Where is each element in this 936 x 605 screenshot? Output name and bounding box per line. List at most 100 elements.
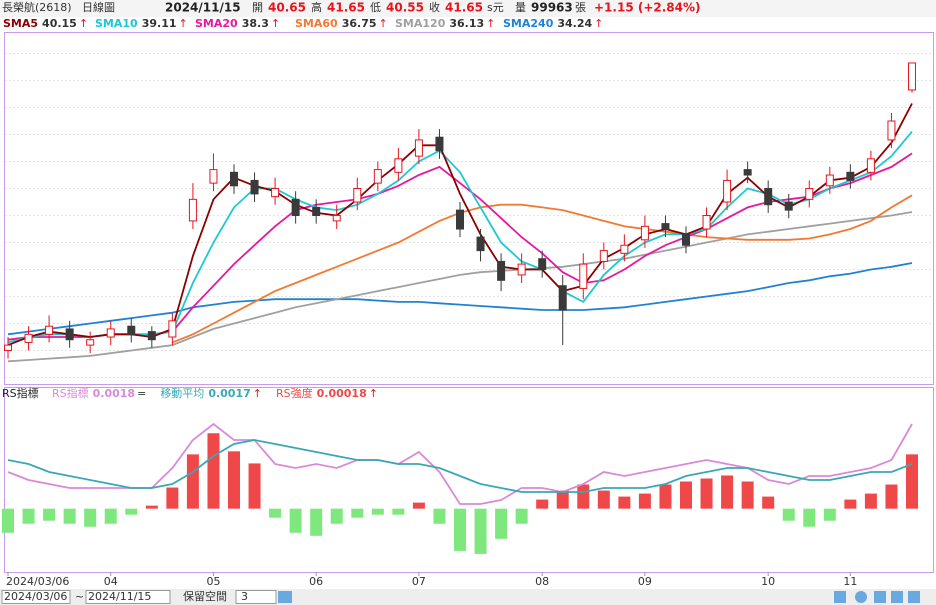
legend-value: 0.00018 xyxy=(317,387,367,400)
reserve-label: 保留空間 xyxy=(183,589,227,603)
candle-body xyxy=(825,174,834,187)
candle-body xyxy=(497,260,506,281)
candle-body xyxy=(168,320,177,338)
rs-bar xyxy=(864,493,877,509)
tool-button[interactable] xyxy=(891,591,903,603)
rs-bar xyxy=(823,508,836,521)
from-select[interactable] xyxy=(1,590,71,604)
legend-trend: = xyxy=(137,387,146,400)
rs-bar xyxy=(906,454,918,509)
candle-body xyxy=(188,198,197,222)
rs-bar xyxy=(145,505,158,509)
rs-bar xyxy=(228,451,240,509)
legend-trend: ↑ xyxy=(253,387,262,400)
x-tick-label: 10 xyxy=(761,575,775,588)
x-tick-label: 04 xyxy=(104,575,118,588)
legend-value: 36.75 xyxy=(342,17,377,30)
legend-name: SMA10 xyxy=(95,17,138,30)
volume-unit: 張 xyxy=(575,1,586,14)
candle-body xyxy=(558,285,567,311)
main-frame xyxy=(4,32,934,385)
legend-name: SMA60 xyxy=(295,17,338,30)
legend-trend: ↑ xyxy=(271,17,280,30)
open-value: 40.65 xyxy=(268,1,306,15)
rs-bar xyxy=(618,496,631,509)
x-tick-label: 07 xyxy=(412,575,426,588)
rs-bar xyxy=(166,487,179,509)
candle-body xyxy=(887,120,896,141)
unit: s元 xyxy=(487,1,504,14)
date: 2024/11/15 xyxy=(165,1,241,15)
candle-body xyxy=(209,169,218,184)
rs-bar xyxy=(412,502,425,509)
candle-body xyxy=(65,328,74,341)
tool-button[interactable] xyxy=(874,591,886,603)
apply-button[interactable] xyxy=(278,591,292,603)
legend-trend: ↑ xyxy=(379,17,388,30)
candle-body xyxy=(476,236,485,252)
x-tick-label: 06 xyxy=(309,575,323,588)
rs-bar xyxy=(84,508,97,527)
candle-body xyxy=(414,139,423,157)
low-value: 40.55 xyxy=(386,1,424,15)
legend-value: 39.11 xyxy=(142,17,177,30)
to-select[interactable] xyxy=(85,590,171,604)
candle-body xyxy=(435,136,444,152)
volume-label: 量 xyxy=(515,1,526,14)
rs-bar xyxy=(844,499,857,509)
high-label: 高 xyxy=(311,0,322,14)
rs-line xyxy=(7,439,913,493)
rs-bar xyxy=(597,490,610,509)
rs-bar xyxy=(700,478,713,509)
rs-bar xyxy=(885,484,898,509)
rs-title: RS指標 xyxy=(2,386,39,400)
legend-value: 36.13 xyxy=(449,17,484,30)
candle-body xyxy=(86,339,95,346)
candle-body xyxy=(579,263,588,289)
candle-body xyxy=(640,225,649,241)
open-label: 開 xyxy=(252,1,263,14)
legend-name: 移動平均 xyxy=(160,386,204,400)
candle-body xyxy=(45,325,54,335)
rs-bar xyxy=(638,493,651,509)
candle-body xyxy=(456,209,464,230)
to-date: 2024/11/15 xyxy=(88,590,151,603)
legend-name: SMA120 xyxy=(395,17,446,30)
legend-name: SMA20 xyxy=(195,17,238,30)
reserve-input[interactable] xyxy=(235,590,277,604)
candle-body xyxy=(661,223,670,230)
candle-body xyxy=(353,188,362,203)
sma-line xyxy=(7,262,913,336)
rs-bar xyxy=(454,508,466,551)
reserve-value: 3 xyxy=(241,590,248,603)
x-tick-label: 08 xyxy=(535,575,549,588)
volume-value: 99963 xyxy=(531,1,573,15)
tool-button[interactable] xyxy=(908,591,920,603)
candle-body xyxy=(682,233,690,246)
header-bar xyxy=(0,0,936,17)
tool-button[interactable] xyxy=(855,591,867,603)
legend-value: 34.24 xyxy=(557,17,592,30)
x-tick-label: 05 xyxy=(206,575,220,588)
change: +1.15 (+2.84%) xyxy=(594,1,701,15)
legend-trend: ↑ xyxy=(79,17,88,30)
tool-button[interactable] xyxy=(834,591,846,603)
close-value: 41.65 xyxy=(445,1,483,15)
high-value: 41.65 xyxy=(327,1,365,15)
candle-body xyxy=(702,215,711,230)
x-tick-label: 11 xyxy=(843,575,857,588)
rs-bar xyxy=(495,508,508,539)
candle-body xyxy=(805,188,814,200)
legend-trend: ↑ xyxy=(486,17,495,30)
candle-body xyxy=(846,171,855,181)
legend-name: RS指標 xyxy=(52,386,89,400)
rs-bar xyxy=(782,508,795,521)
rs-bar xyxy=(433,508,446,524)
rs-bar xyxy=(186,454,199,509)
candle-body xyxy=(908,62,916,91)
candle-body xyxy=(230,171,238,187)
rs-bar xyxy=(721,475,734,509)
rs-bar xyxy=(207,433,220,509)
